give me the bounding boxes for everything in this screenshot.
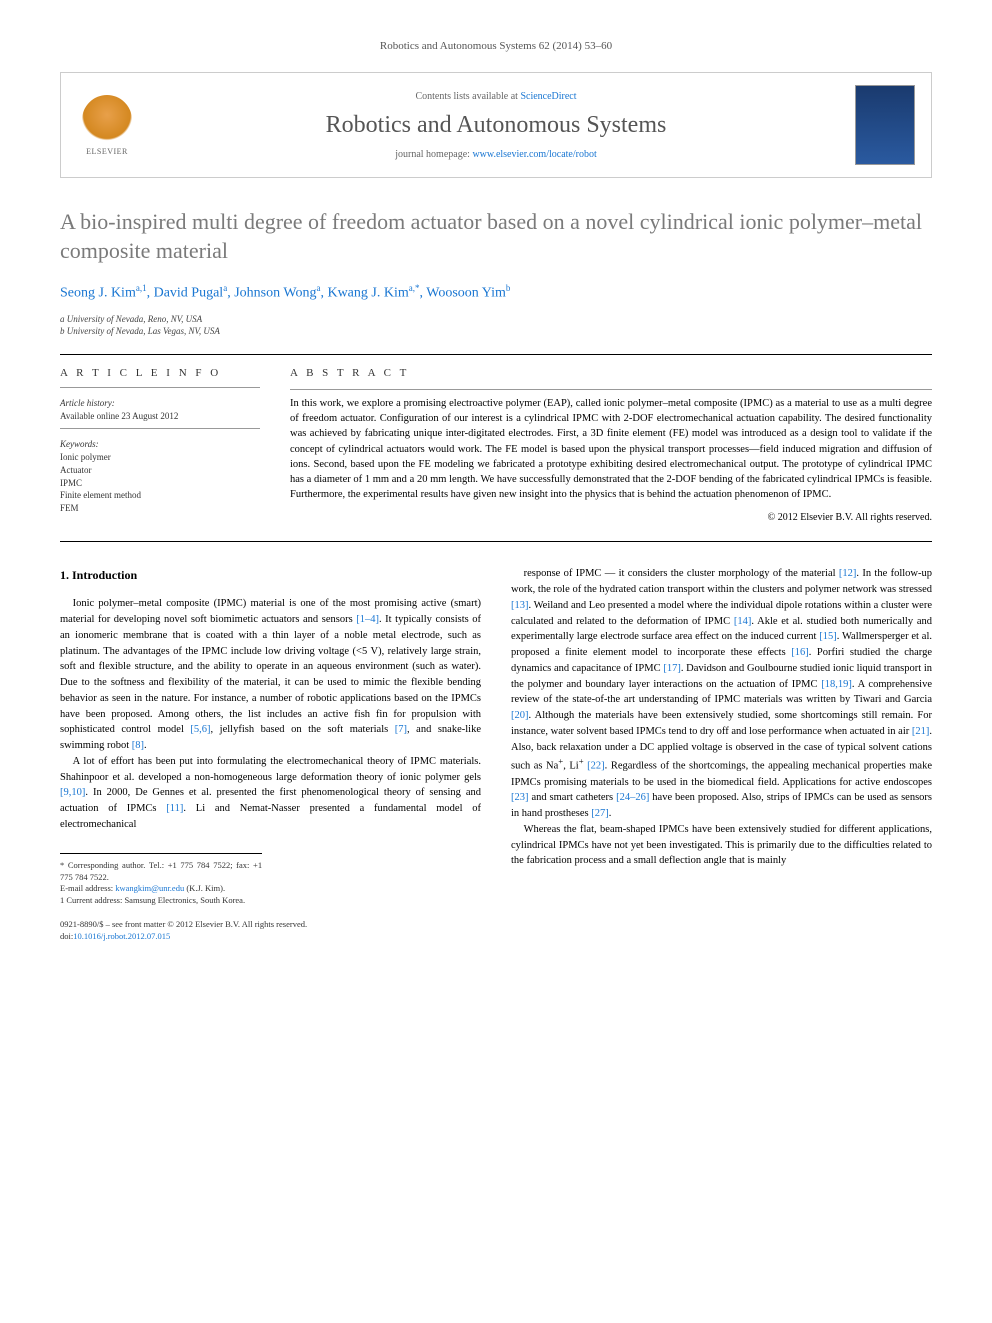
- body-paragraph: Whereas the flat, beam-shaped IPMCs have…: [511, 822, 932, 869]
- running-header: Robotics and Autonomous Systems 62 (2014…: [60, 40, 932, 52]
- body-columns: 1. Introduction Ionic polymer–metal comp…: [60, 566, 932, 907]
- keywords-label: Keywords:: [60, 439, 260, 449]
- contents-prefix: Contents lists available at: [415, 91, 520, 102]
- email-line: E-mail address: kwangkim@unr.edu (K.J. K…: [60, 883, 262, 895]
- journal-name: Robotics and Autonomous Systems: [157, 112, 835, 139]
- issn-line: 0921-8890/$ – see front matter © 2012 El…: [60, 919, 932, 931]
- doi-link[interactable]: 10.1016/j.robot.2012.07.015: [73, 931, 170, 941]
- homepage-line: journal homepage: www.elsevier.com/locat…: [157, 149, 835, 160]
- body-paragraph: response of IPMC — it considers the clus…: [511, 566, 932, 822]
- keyword: Finite element method: [60, 489, 260, 502]
- info-divider: [60, 428, 260, 429]
- elsevier-tree-icon: [82, 95, 132, 145]
- info-abstract-row: A R T I C L E I N F O Article history: A…: [60, 367, 932, 524]
- journal-cover-thumbnail: [855, 85, 915, 165]
- contents-line: Contents lists available at ScienceDirec…: [157, 91, 835, 102]
- elsevier-logo: ELSEVIER: [77, 90, 137, 160]
- section-heading: 1. Introduction: [60, 566, 481, 584]
- bottom-meta: 0921-8890/$ – see front matter © 2012 El…: [60, 919, 932, 943]
- keyword: Ionic polymer: [60, 451, 260, 464]
- corresponding-author-note: * Corresponding author. Tel.: +1 775 784…: [60, 860, 262, 884]
- author-note-1: 1 Current address: Samsung Electronics, …: [60, 895, 262, 907]
- history-text: Available online 23 August 2012: [60, 410, 260, 423]
- abstract-divider: [290, 389, 932, 390]
- email-suffix: (K.J. Kim).: [184, 883, 225, 893]
- abstract-block: A B S T R A C T In this work, we explore…: [290, 367, 932, 524]
- abstract-heading: A B S T R A C T: [290, 367, 932, 379]
- doi-line: doi:10.1016/j.robot.2012.07.015: [60, 931, 932, 943]
- affiliation-a: a University of Nevada, Reno, NV, USA: [60, 314, 932, 324]
- abstract-copyright: © 2012 Elsevier B.V. All rights reserved…: [290, 512, 932, 523]
- info-divider: [60, 387, 260, 388]
- email-label: E-mail address:: [60, 883, 115, 893]
- journal-header-box: ELSEVIER Contents lists available at Sci…: [60, 72, 932, 178]
- keyword: FEM: [60, 502, 260, 515]
- homepage-prefix: journal homepage:: [395, 149, 472, 160]
- keyword: IPMC: [60, 477, 260, 490]
- abstract-text: In this work, we explore a promising ele…: [290, 396, 932, 503]
- history-label: Article history:: [60, 398, 260, 408]
- homepage-link[interactable]: www.elsevier.com/locate/robot: [472, 149, 596, 160]
- elsevier-label: ELSEVIER: [86, 147, 128, 156]
- header-center: Contents lists available at ScienceDirec…: [157, 91, 835, 160]
- article-title: A bio-inspired multi degree of freedom a…: [60, 208, 932, 265]
- divider: [60, 354, 932, 355]
- doi-label: doi:: [60, 931, 73, 941]
- sciencedirect-link[interactable]: ScienceDirect: [520, 91, 576, 102]
- keyword: Actuator: [60, 464, 260, 477]
- footnotes-block: * Corresponding author. Tel.: +1 775 784…: [60, 853, 262, 908]
- author-email-link[interactable]: kwangkim@unr.edu: [115, 883, 184, 893]
- body-paragraph: A lot of effort has been put into formul…: [60, 754, 481, 833]
- body-paragraph: Ionic polymer–metal composite (IPMC) mat…: [60, 596, 481, 754]
- article-info-heading: A R T I C L E I N F O: [60, 367, 260, 379]
- article-info-block: A R T I C L E I N F O Article history: A…: [60, 367, 260, 524]
- author-list: Seong J. Kima,1, David Pugala, Johnson W…: [60, 283, 932, 302]
- affiliation-b: b University of Nevada, Las Vegas, NV, U…: [60, 326, 932, 336]
- left-column: 1. Introduction Ionic polymer–metal comp…: [60, 566, 481, 907]
- divider: [60, 541, 932, 542]
- right-column: response of IPMC — it considers the clus…: [511, 566, 932, 907]
